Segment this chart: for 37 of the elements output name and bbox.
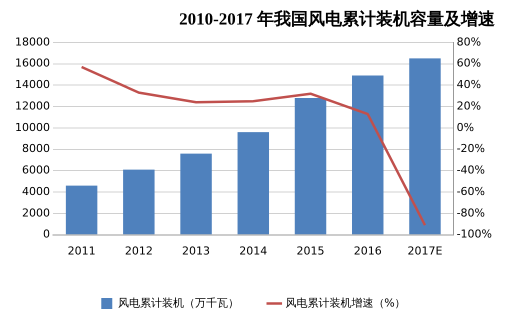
x-tick-label: 2016 xyxy=(354,244,382,258)
y-tick-label: 4000 xyxy=(22,184,50,198)
x-tick-label: 2012 xyxy=(124,244,153,258)
bar xyxy=(66,186,98,234)
y-tick-label: 12000 xyxy=(14,99,50,112)
y2-tick-label: -20% xyxy=(456,142,486,156)
bar xyxy=(352,76,384,234)
y2-tick-label: -60% xyxy=(456,184,486,198)
y-tick-label: 16000 xyxy=(14,56,50,70)
x-tick-label: 2013 xyxy=(182,244,210,258)
chart-title: 2010-2017 年我国风电累计装机容量及增速 xyxy=(179,10,495,29)
bar xyxy=(123,170,155,234)
bar xyxy=(294,98,326,234)
y-tick-label: 10000 xyxy=(14,120,50,134)
y2-tick-label: 80% xyxy=(456,35,482,48)
y-tick-label: 8000 xyxy=(22,142,50,156)
y2-tick-label: 20% xyxy=(456,99,482,112)
y2-tick-label: -100% xyxy=(456,228,492,241)
y2-tick-label: 60% xyxy=(456,56,482,70)
x-tick-label: 2011 xyxy=(68,244,96,258)
x-tick-label: 2015 xyxy=(296,244,325,258)
y-tick-label: 0 xyxy=(42,228,50,241)
x-tick-label: 2014 xyxy=(239,244,268,258)
y-tick-label: 14000 xyxy=(14,78,50,92)
bar xyxy=(238,132,270,234)
x-tick-label: 2017E xyxy=(407,244,442,258)
bar xyxy=(409,58,441,234)
y2-tick-label: -40% xyxy=(456,164,486,177)
y2-tick-label: -80% xyxy=(456,206,486,220)
y2-tick-label: 40% xyxy=(456,78,482,92)
legend-label: 风电累计装机增速（%） xyxy=(285,296,406,310)
legend-label: 风电累计装机（万千瓦） xyxy=(118,296,239,310)
y-tick-label: 6000 xyxy=(22,164,50,177)
y-tick-label: 2000 xyxy=(22,206,50,220)
y-tick-label: 18000 xyxy=(14,35,50,48)
bar xyxy=(180,154,212,234)
y2-tick-label: 0% xyxy=(456,120,474,134)
